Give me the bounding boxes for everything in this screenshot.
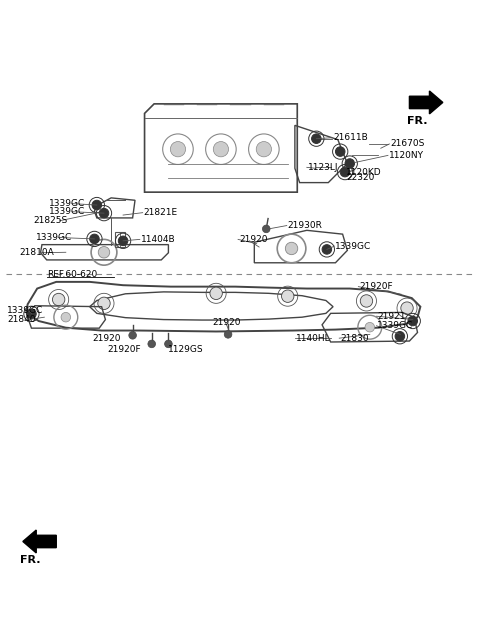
Circle shape (281, 290, 294, 302)
Text: 1339GC: 1339GC (49, 199, 85, 208)
Text: 21920: 21920 (212, 318, 241, 327)
Text: 11404B: 11404B (141, 235, 175, 244)
Circle shape (170, 142, 186, 157)
Text: 1120NY: 1120NY (389, 151, 424, 160)
Text: 21921: 21921 (377, 312, 406, 321)
Text: REF.60-620: REF.60-620 (47, 270, 97, 279)
Text: 22320: 22320 (346, 173, 374, 182)
Text: 1339GC: 1339GC (336, 241, 372, 250)
Text: 1339GC: 1339GC (7, 306, 43, 315)
Text: FR.: FR. (407, 116, 428, 126)
Text: 21821E: 21821E (144, 208, 178, 217)
Text: 21920F: 21920F (360, 282, 393, 291)
Text: 21611B: 21611B (333, 134, 368, 143)
Text: 1140HL: 1140HL (296, 334, 331, 343)
Circle shape (99, 209, 109, 218)
Text: 1120KD: 1120KD (346, 168, 382, 177)
Circle shape (256, 142, 272, 157)
Circle shape (224, 331, 232, 338)
Circle shape (52, 293, 65, 306)
Circle shape (165, 340, 172, 348)
Circle shape (92, 200, 102, 210)
Text: 1123LJ: 1123LJ (308, 163, 339, 172)
Circle shape (118, 236, 128, 246)
Circle shape (322, 245, 332, 254)
Text: 21920F: 21920F (108, 345, 141, 354)
Circle shape (27, 309, 36, 318)
Text: 1339GC: 1339GC (49, 207, 85, 216)
Circle shape (401, 302, 413, 315)
Circle shape (90, 234, 99, 244)
Circle shape (340, 168, 350, 177)
Text: 21825S: 21825S (34, 216, 68, 225)
Circle shape (365, 322, 374, 332)
Circle shape (336, 147, 345, 157)
Circle shape (312, 134, 321, 143)
Text: 1339GC: 1339GC (36, 233, 72, 242)
Text: 1339GC: 1339GC (377, 321, 414, 330)
Text: 21840: 21840 (7, 315, 36, 324)
Circle shape (98, 297, 110, 309)
Text: FR.: FR. (21, 555, 41, 565)
Circle shape (213, 142, 228, 157)
Text: 21920: 21920 (92, 334, 120, 343)
Polygon shape (23, 530, 56, 553)
Text: 21930R: 21930R (288, 221, 323, 230)
Text: 1129GS: 1129GS (168, 345, 203, 354)
Circle shape (129, 331, 136, 339)
Circle shape (263, 225, 270, 232)
Circle shape (345, 159, 355, 168)
Circle shape (98, 247, 110, 258)
Circle shape (210, 287, 222, 300)
Circle shape (395, 331, 405, 341)
Bar (115, 232, 125, 247)
Polygon shape (409, 91, 443, 114)
Text: 21830: 21830 (340, 334, 369, 343)
Circle shape (408, 317, 418, 325)
Text: 21920: 21920 (239, 235, 267, 244)
Circle shape (148, 340, 156, 348)
Text: 21670S: 21670S (390, 139, 425, 148)
Circle shape (61, 313, 71, 322)
Circle shape (360, 295, 372, 307)
Circle shape (285, 242, 298, 255)
Text: 21810A: 21810A (20, 248, 54, 257)
